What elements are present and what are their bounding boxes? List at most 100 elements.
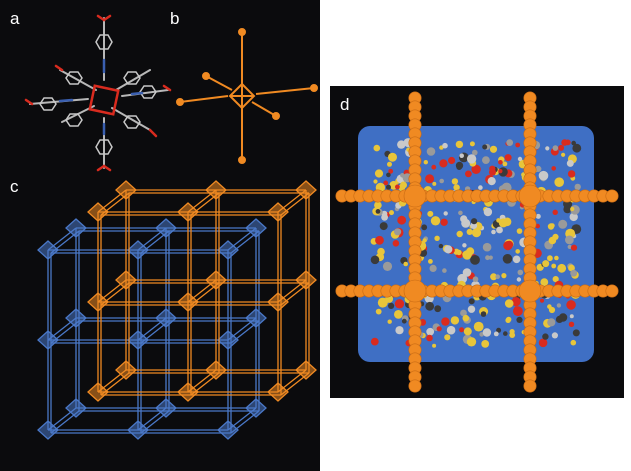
guest-atom xyxy=(509,332,516,338)
guest-atom xyxy=(498,169,503,174)
framework-node xyxy=(245,218,267,238)
guest-atom xyxy=(554,255,559,261)
guest-atom xyxy=(566,300,576,310)
guest-atom xyxy=(535,213,541,219)
guest-atom xyxy=(370,255,380,265)
guest-atom xyxy=(425,174,435,184)
guest-atom xyxy=(563,205,572,214)
guest-atom xyxy=(438,243,444,249)
guest-atom xyxy=(554,177,564,187)
guest-atom xyxy=(516,316,523,323)
guest-atom xyxy=(462,268,472,277)
left-structures-svg xyxy=(24,14,318,440)
blue-framework xyxy=(37,218,267,440)
guest-atom xyxy=(517,156,523,162)
guest-atom xyxy=(517,269,524,276)
rod-bead xyxy=(403,184,427,208)
guest-atom xyxy=(501,273,507,279)
guest-atom xyxy=(515,142,521,148)
guest-atom xyxy=(574,183,581,191)
framework-node xyxy=(37,330,59,350)
guest-atom xyxy=(495,274,500,279)
guest-atom xyxy=(480,311,487,317)
guest-atom xyxy=(426,334,433,342)
guest-atom xyxy=(456,230,463,238)
guest-atom xyxy=(552,276,559,283)
framework-node xyxy=(115,270,137,290)
framework-node xyxy=(177,202,199,222)
rod-bead xyxy=(408,379,422,393)
guest-atom xyxy=(471,164,481,174)
guest-atom xyxy=(472,276,479,282)
guest-atom xyxy=(374,201,382,209)
left-figure-panel: a b c xyxy=(0,0,320,471)
guest-atom xyxy=(496,327,502,333)
guest-atom xyxy=(482,242,492,252)
guest-atom xyxy=(395,326,404,335)
framework-node xyxy=(295,360,317,380)
guest-atom xyxy=(459,327,465,333)
guest-atom xyxy=(466,154,477,164)
guest-atom xyxy=(453,248,460,255)
guest-atom xyxy=(388,302,395,309)
guest-atom xyxy=(451,178,459,185)
guest-atom xyxy=(478,185,483,190)
guest-atom xyxy=(400,181,407,189)
framework-node xyxy=(217,240,239,260)
guest-atom xyxy=(395,184,400,190)
guest-atom xyxy=(493,331,499,337)
guest-atom xyxy=(463,327,472,336)
guest-atom xyxy=(375,308,382,315)
guest-atom xyxy=(394,310,403,319)
guest-atom xyxy=(487,177,496,186)
guest-atom xyxy=(515,249,520,254)
guest-atom xyxy=(488,255,493,260)
guest-atom xyxy=(569,314,574,319)
guest-atom xyxy=(432,181,437,186)
guest-atom xyxy=(370,337,379,346)
guest-atom xyxy=(462,314,470,322)
guest-atom xyxy=(436,326,442,332)
guest-atom xyxy=(444,245,453,254)
guest-atom xyxy=(444,334,451,341)
guest-atom xyxy=(394,299,405,309)
guest-atom xyxy=(392,240,400,247)
guest-atom xyxy=(557,263,567,273)
guest-atom xyxy=(505,240,514,249)
space-filling-model-d xyxy=(335,91,619,393)
guest-atom xyxy=(423,160,428,165)
guest-atom xyxy=(439,159,448,168)
guest-atom xyxy=(506,139,514,146)
guest-atom xyxy=(504,299,514,308)
guest-atom xyxy=(545,146,550,151)
guest-atom xyxy=(516,277,522,282)
guest-atom xyxy=(469,141,475,147)
guest-atom xyxy=(555,315,564,323)
guest-atom xyxy=(489,165,496,172)
guest-atom xyxy=(568,264,575,272)
framework-node xyxy=(245,308,267,328)
guest-atom xyxy=(442,268,447,273)
guest-atom xyxy=(465,170,472,178)
guest-atom xyxy=(431,164,437,170)
guest-atom xyxy=(381,210,388,217)
guest-atom xyxy=(542,333,549,340)
guest-atom xyxy=(567,244,572,249)
guest-atom xyxy=(466,337,477,347)
guest-atom xyxy=(458,210,463,216)
panel-label-a: a xyxy=(10,9,20,28)
guest-atom xyxy=(570,269,578,277)
guest-atom xyxy=(547,255,553,262)
framework-node xyxy=(217,330,239,350)
guest-atom xyxy=(482,144,488,150)
framework-node xyxy=(217,420,239,440)
guest-atom xyxy=(388,168,394,174)
guest-atom xyxy=(549,223,555,229)
guest-atom xyxy=(434,235,440,241)
guest-atom xyxy=(511,297,521,307)
guest-atom xyxy=(387,161,392,167)
guest-atom xyxy=(450,316,460,325)
guest-atom xyxy=(426,147,436,156)
guest-atom xyxy=(471,218,478,225)
orange-framework-rods xyxy=(335,91,619,393)
